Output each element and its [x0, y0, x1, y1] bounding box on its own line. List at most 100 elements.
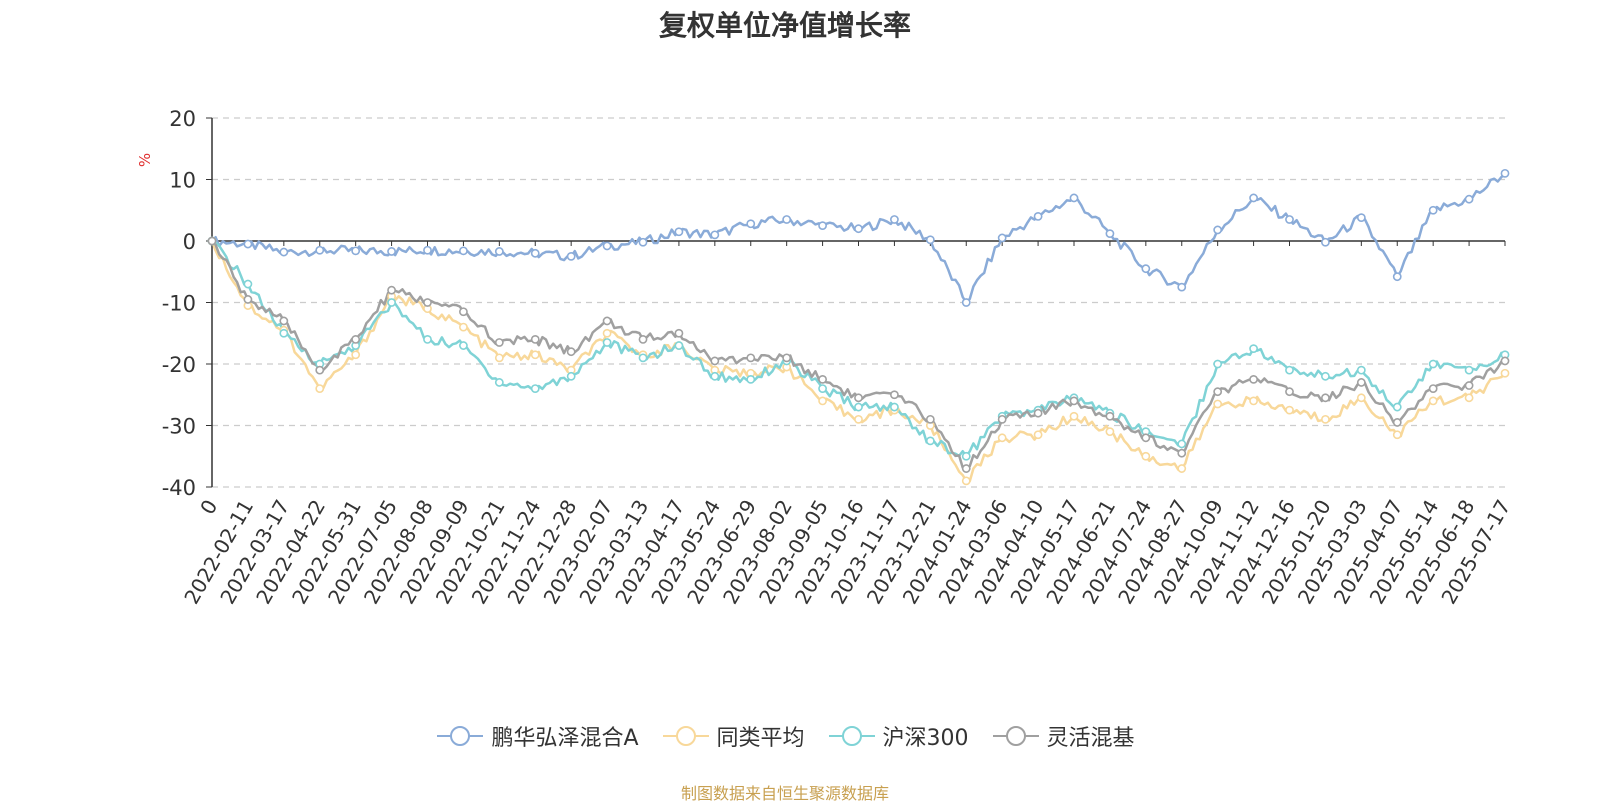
- data-point: [1392, 272, 1402, 282]
- legend-label: 鹏华弘泽混合A: [491, 726, 639, 751]
- data-point: [1141, 433, 1151, 443]
- data-point: [243, 279, 253, 289]
- data-point: [423, 334, 432, 344]
- data-point: [1249, 374, 1258, 384]
- data-point: [1033, 408, 1043, 418]
- data-point: [351, 246, 361, 256]
- data-point: [1356, 365, 1366, 375]
- x-tick-label: 0: [195, 496, 222, 519]
- data-point: [387, 298, 396, 307]
- series-line: [211, 172, 1506, 304]
- data-point: [459, 322, 468, 332]
- series-line: [211, 240, 1506, 470]
- data-point: [961, 464, 971, 473]
- data-point: [710, 371, 720, 381]
- data-point: [1249, 193, 1258, 203]
- data-point: [710, 230, 720, 240]
- legend-label: 灵活混基: [1046, 726, 1135, 751]
- data-point: [818, 396, 827, 406]
- legend-swatch-icon: [828, 726, 875, 746]
- data-point: [243, 239, 253, 249]
- data-point: [1069, 396, 1079, 406]
- axes: 20100-10-20-30-4002022-02-112022-03-1720…: [162, 107, 1516, 608]
- data-point: [746, 353, 756, 363]
- data-point: [1033, 211, 1043, 221]
- data-point: [602, 241, 612, 251]
- series-line: [210, 240, 1506, 483]
- data-point: [1177, 448, 1187, 458]
- data-point: [1069, 193, 1079, 203]
- data-point: [351, 334, 361, 344]
- data-point: [925, 414, 935, 424]
- data-point: [494, 338, 504, 347]
- data-point: [1105, 229, 1115, 239]
- data-point: [1105, 427, 1115, 437]
- data-point: [997, 233, 1007, 243]
- data-point: [279, 247, 289, 257]
- data-point: [890, 390, 899, 400]
- data-point: [1105, 411, 1115, 421]
- series-line: [211, 239, 1506, 458]
- data-point: [1285, 215, 1294, 224]
- data-point: [494, 378, 504, 387]
- data-point: [1500, 368, 1510, 378]
- data-point: [674, 227, 684, 237]
- legend-item[interactable]: 灵活混基: [991, 720, 1135, 752]
- legend-label: 沪深300: [882, 726, 969, 751]
- data-point: [1321, 237, 1330, 247]
- data-point: [530, 384, 540, 393]
- data-point: [315, 365, 325, 375]
- y-tick-label: -30: [162, 415, 196, 439]
- data-point: [1356, 213, 1366, 223]
- data-point: [566, 347, 576, 357]
- data-point: [1141, 451, 1151, 461]
- data-point: [638, 334, 648, 344]
- data-point: [279, 328, 289, 338]
- data-point: [602, 328, 612, 338]
- data-point: [1321, 393, 1330, 403]
- data-point: [854, 224, 863, 234]
- data-point: [961, 298, 971, 307]
- data-point: [530, 350, 540, 360]
- data-point: [1392, 402, 1402, 412]
- data-point: [1213, 359, 1223, 369]
- data-point: [1141, 264, 1151, 274]
- y-axis-unit-label: %: [136, 153, 154, 167]
- data-point: [1177, 464, 1187, 473]
- data-point: [1249, 344, 1258, 354]
- data-point: [782, 353, 792, 363]
- data-point: [1285, 387, 1294, 397]
- data-point: [243, 295, 253, 304]
- data-point: [602, 316, 612, 326]
- data-point: [818, 384, 827, 393]
- data-point: [1428, 384, 1438, 393]
- data-point: [1356, 393, 1366, 403]
- legend-item[interactable]: 沪深300: [827, 720, 969, 752]
- chart-title: 复权单位净值增长率: [658, 9, 911, 42]
- legend-swatch-icon: [437, 726, 484, 746]
- data-point: [1177, 439, 1187, 449]
- data-point: [1464, 365, 1474, 375]
- data-point: [566, 371, 576, 381]
- data-point: [782, 215, 792, 224]
- data-point: [1213, 225, 1223, 235]
- data-point: [351, 350, 361, 360]
- data-point: [674, 341, 684, 350]
- data-point: [818, 221, 827, 231]
- data-point: [1392, 418, 1402, 427]
- legend-item[interactable]: 同类平均: [661, 720, 805, 752]
- data-point: [1249, 396, 1258, 406]
- y-tick-label: -40: [162, 476, 196, 500]
- data-point: [315, 384, 325, 393]
- legend-item[interactable]: 鹏华弘泽混合A: [435, 720, 639, 752]
- data-point: [530, 248, 540, 258]
- data-point: [387, 247, 396, 256]
- data-point: [494, 353, 504, 363]
- data-point: [854, 393, 863, 403]
- data-point: [459, 246, 468, 256]
- data-point: [1321, 414, 1330, 424]
- data-point: [854, 414, 863, 424]
- data-point: [494, 247, 504, 256]
- data-point: [459, 341, 468, 350]
